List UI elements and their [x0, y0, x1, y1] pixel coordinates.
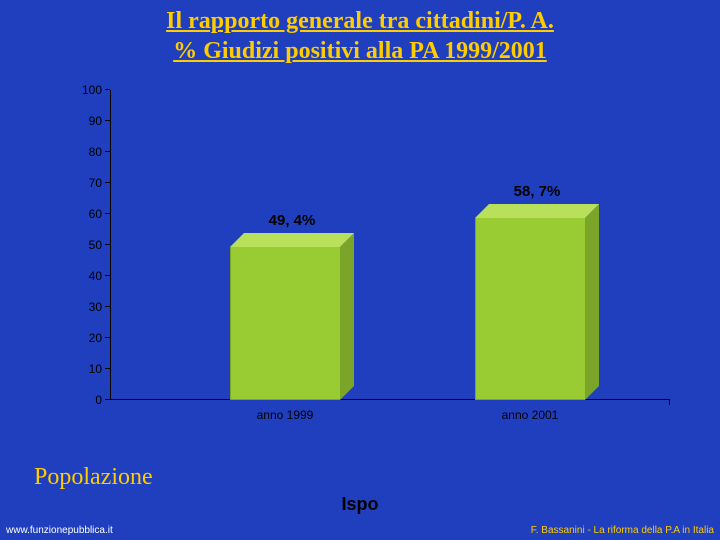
bar-front	[230, 247, 340, 400]
y-tick-mark	[105, 275, 110, 276]
x-category-label: anno 1999	[257, 408, 314, 422]
y-tick-label: 60	[89, 207, 110, 221]
slide: Il rapporto generale tra cittadini/P. A.…	[0, 0, 720, 540]
y-tick-label: 40	[89, 269, 110, 283]
y-tick-label: 0	[95, 393, 110, 407]
bar-top	[475, 204, 599, 218]
y-axis	[110, 90, 111, 400]
y-tick-mark	[105, 89, 110, 90]
footer-right: F. Bassanini - La riforma della P.A in I…	[531, 525, 714, 536]
y-tick-mark	[105, 151, 110, 152]
plot-region: 010203040506070809010049, 4%anno 199958,…	[110, 90, 670, 400]
title-line-2: % Giudizi positivi alla PA 1999/2001	[0, 38, 720, 65]
x-category-label: anno 2001	[502, 408, 559, 422]
y-tick-mark	[105, 213, 110, 214]
y-tick-label: 70	[89, 176, 110, 190]
population-label: Popolazione	[34, 464, 153, 491]
y-tick-mark	[105, 120, 110, 121]
bar-top	[230, 233, 354, 247]
y-tick-mark	[105, 399, 110, 400]
title-line-1: Il rapporto generale tra cittadini/P. A.	[0, 8, 720, 35]
y-tick-mark	[105, 337, 110, 338]
bar-front	[475, 218, 585, 400]
bar	[230, 247, 340, 400]
y-tick-label: 90	[89, 114, 110, 128]
y-tick-mark	[105, 368, 110, 369]
x-end-tick	[669, 400, 670, 405]
bar-value-label: 58, 7%	[514, 183, 561, 200]
x-axis	[110, 399, 670, 400]
y-tick-label: 10	[89, 362, 110, 376]
y-tick-mark	[105, 244, 110, 245]
y-tick-label: 50	[89, 238, 110, 252]
bar-side	[340, 233, 354, 400]
bar	[475, 218, 585, 400]
chart: 0 10 20 30 40 50 60 70 80 90 100 49, 4% anno 1999 58,…	[50, 80, 670, 450]
bar-value-label: 49, 4%	[269, 212, 316, 229]
y-tick-label: 80	[89, 145, 110, 159]
y-tick-mark	[105, 182, 110, 183]
y-tick-label: 100	[82, 83, 110, 97]
y-tick-mark	[105, 306, 110, 307]
source-label: Ispo	[0, 494, 720, 515]
footer-left: www.funzionepubblica.it	[6, 525, 113, 536]
y-tick-label: 20	[89, 331, 110, 345]
bar-side	[585, 204, 599, 400]
y-tick-label: 30	[89, 300, 110, 314]
